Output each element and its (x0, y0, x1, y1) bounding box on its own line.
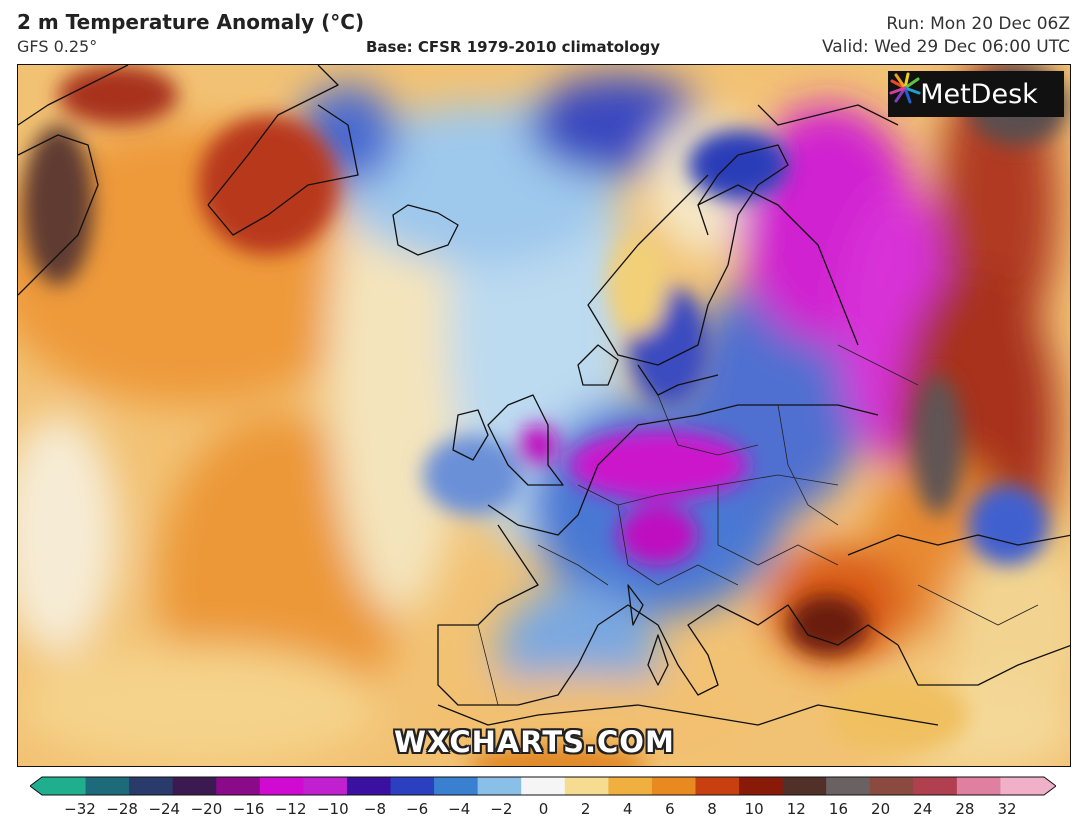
colorbar-tick-label: 6 (665, 800, 675, 818)
colorbar-tick-label: −4 (448, 800, 471, 818)
colorbar (30, 776, 1056, 796)
colorbar-segment (1000, 777, 1045, 795)
colorbar-segment (782, 777, 827, 795)
colorbar-tick-label: 10 (744, 800, 764, 818)
colorbar-tick-label: −10 (316, 800, 349, 818)
colorbar-segment (85, 777, 130, 795)
colorbar-segment (826, 777, 871, 795)
colorbar-tick-label: 28 (955, 800, 975, 818)
chart-title: 2 m Temperature Anomaly (°C) (17, 10, 365, 34)
colorbar-tick-label: 20 (871, 800, 891, 818)
colorbar-tick-label: −6 (406, 800, 429, 818)
colorbar-tick-label: 4 (622, 800, 633, 818)
colorbar-segment (651, 777, 697, 795)
colorbar-segment (346, 777, 392, 795)
colorbar-tick-label: 24 (913, 800, 933, 818)
colorbar-tick-label: −24 (148, 800, 181, 818)
colorbar-tick-label: 8 (707, 800, 717, 818)
colorbar-segment (259, 777, 304, 795)
colorbar-segment (434, 777, 479, 795)
colorbar-segment (739, 777, 784, 795)
colorbar-tick-label: 16 (828, 800, 848, 818)
colorbar-segment (913, 777, 958, 795)
coastlines (18, 65, 1070, 726)
colorbar-segment (129, 777, 174, 795)
colorbar-tick-label: −32 (64, 800, 96, 818)
colorbar-segment (608, 777, 653, 795)
colorbar-tick-label: −12 (274, 800, 307, 818)
valid-time-label: Valid: Wed 29 Dec 06:00 UTC (822, 37, 1070, 57)
colorbar-segment (564, 777, 609, 795)
colorbar-segment (216, 777, 261, 795)
colorbar-ticks: −32 −28 −24 −20 −16 −12 −10 −8 −6 −4 −2 0 2 4 6 8 10 12 16… (0, 796, 1088, 826)
colorbar-tick-label: −28 (106, 800, 138, 818)
colorbar-tick-label: 0 (538, 800, 549, 818)
colorbar-extend-low (30, 777, 42, 795)
colorbar-segment (303, 777, 348, 795)
climatology-base-label: Base: CFSR 1979-2010 climatology (366, 38, 661, 56)
colorbar-tick-label: −2 (490, 800, 513, 818)
model-label: GFS 0.25° (17, 37, 98, 56)
metdesk-swirl-logo (889, 72, 921, 104)
colorbar-segment (172, 777, 217, 795)
anomaly-field (18, 65, 1070, 766)
colorbar-segment (695, 777, 740, 795)
colorbar-tick-label: 2 (580, 800, 591, 818)
colorbar-segment (521, 777, 566, 795)
colorbar-tick-label: −8 (363, 800, 387, 818)
colorbar-segment (477, 777, 522, 795)
colorbar-segment (390, 777, 435, 795)
metdesk-wordmark: MetDesk (920, 78, 1038, 110)
country-borders (477, 344, 1039, 706)
colorbar-tick-label: −16 (232, 800, 265, 818)
colorbar-tick-label: −20 (190, 800, 223, 818)
colorbar-extend-high (1044, 777, 1056, 795)
temperature-anomaly-map: MetDesk WXCHARTS.COM (17, 64, 1071, 767)
run-time-label: Run: Mon 20 Dec 06Z (886, 14, 1070, 34)
wxcharts-watermark: WXCHARTS.COM (394, 725, 675, 759)
colorbar-segment (869, 777, 914, 795)
colorbar-tick-label: 32 (997, 800, 1017, 818)
metdesk-logo: MetDesk (888, 71, 1064, 117)
colorbar-tick-label: 12 (786, 800, 806, 818)
colorbar-segment (42, 777, 87, 795)
colorbar-segment (956, 777, 1002, 795)
